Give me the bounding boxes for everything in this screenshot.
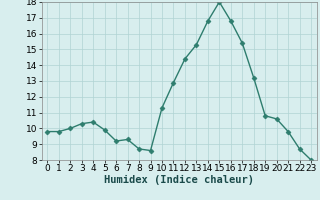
X-axis label: Humidex (Indice chaleur): Humidex (Indice chaleur) [104, 175, 254, 185]
